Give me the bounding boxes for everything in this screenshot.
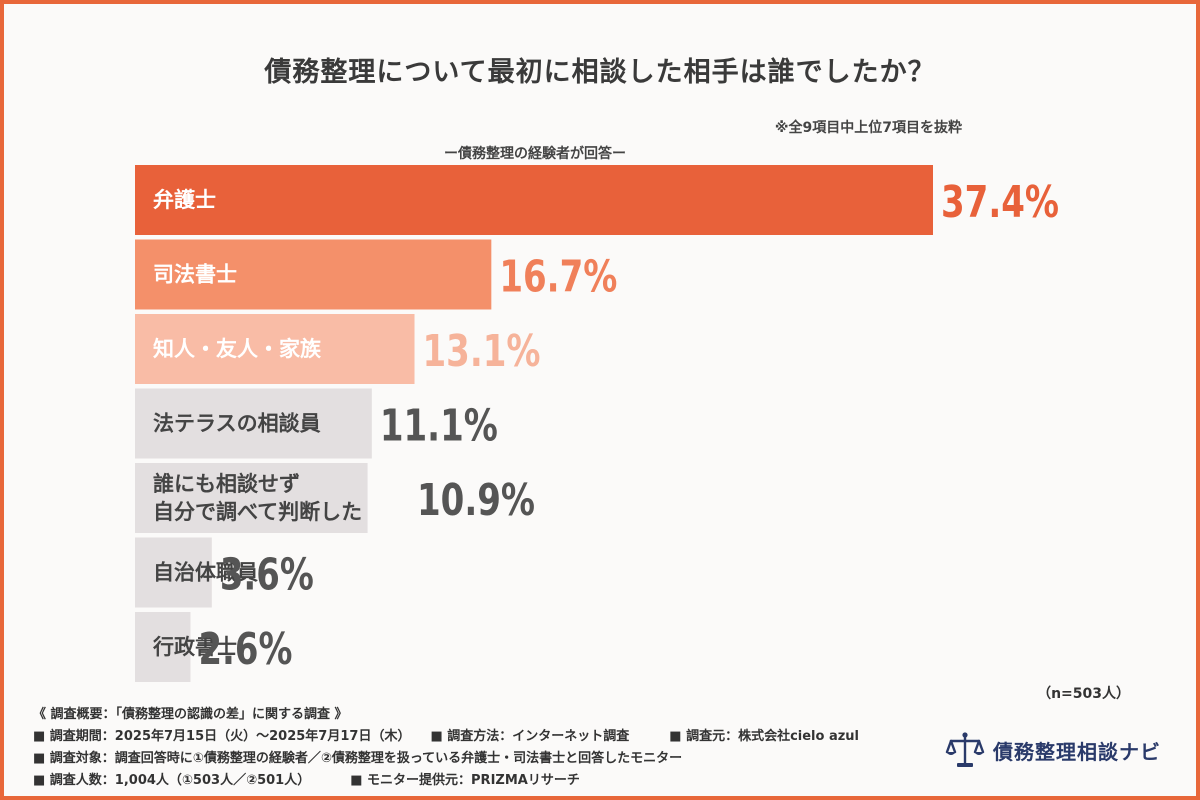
sample-size-label: （n=503人） — [1037, 686, 1130, 702]
value-label: 13.1% — [423, 326, 541, 377]
value-label: 2.6% — [198, 624, 292, 675]
category-label: 弁護士 — [153, 188, 216, 212]
footer-row-count: ■ 調査人数：1,004人（①503人／②501人） ■ モニター提供元：PRIZ… — [33, 770, 859, 792]
footer-target: ■ 調査対象：調査回答時に①債務整理の経験者／②債務整理を扱っている弁護士・司法… — [33, 751, 683, 766]
category-label: 自治体職員 — [153, 561, 258, 585]
footer-source: ■ 調査元：株式会社cielo azul — [669, 729, 860, 744]
survey-footer: 《 調査概要：「債務整理の認識の差」に関する調査 》 ■ 調査期間：2025年7… — [33, 704, 859, 792]
scales-icon — [945, 732, 985, 767]
bar — [135, 239, 492, 310]
category-label: 司法書士 — [153, 263, 237, 287]
value-label: 11.1% — [380, 401, 498, 452]
value-label: 3.6% — [220, 550, 314, 601]
chart-subtitle: ー債務整理の経験者が回答ー — [444, 146, 626, 162]
bar — [135, 314, 415, 384]
category-label: 行政書士 — [152, 635, 237, 659]
footer-heading: 《 調査概要：「債務整理の認識の差」に関する調査 》 — [33, 707, 348, 722]
category-label: 知人・友人・家族 — [153, 337, 322, 361]
bar — [135, 463, 368, 533]
bar — [135, 165, 933, 235]
category-label: 法テラスの相談員 — [153, 412, 321, 436]
footer-method: ■ 調査方法：インターネット調査 — [430, 729, 630, 744]
category-label: 誰にも相談せず自分で調べて判断した — [153, 472, 362, 524]
footer-period: ■ 調査期間：2025年7月15日（火）〜2025年7月17日（木） — [33, 729, 411, 744]
brand-logo: 債務整理相談ナビ — [945, 728, 1161, 772]
footer-provider: ■ モニター提供元：PRIZMAリサーチ — [350, 773, 580, 788]
value-label: 37.4% — [941, 177, 1059, 228]
footer-row-period: ■ 調査期間：2025年7月15日（火）〜2025年7月17日（木） ■ 調査方法… — [33, 726, 859, 748]
bar — [135, 612, 191, 682]
chart-note: ※全9項目中上位7項目を抜粋 — [774, 120, 962, 136]
brand-name: 債務整理相談ナビ — [993, 739, 1161, 764]
value-label: 16.7% — [499, 252, 617, 303]
footer-count: ■ 調査人数：1,004人（①503人／②501人） — [33, 773, 311, 788]
chart-title: 債務整理について最初に相談した相手は誰でしたか？ — [264, 57, 936, 88]
value-label: 10.9% — [417, 475, 535, 526]
bar — [135, 388, 372, 459]
bar — [135, 537, 212, 608]
